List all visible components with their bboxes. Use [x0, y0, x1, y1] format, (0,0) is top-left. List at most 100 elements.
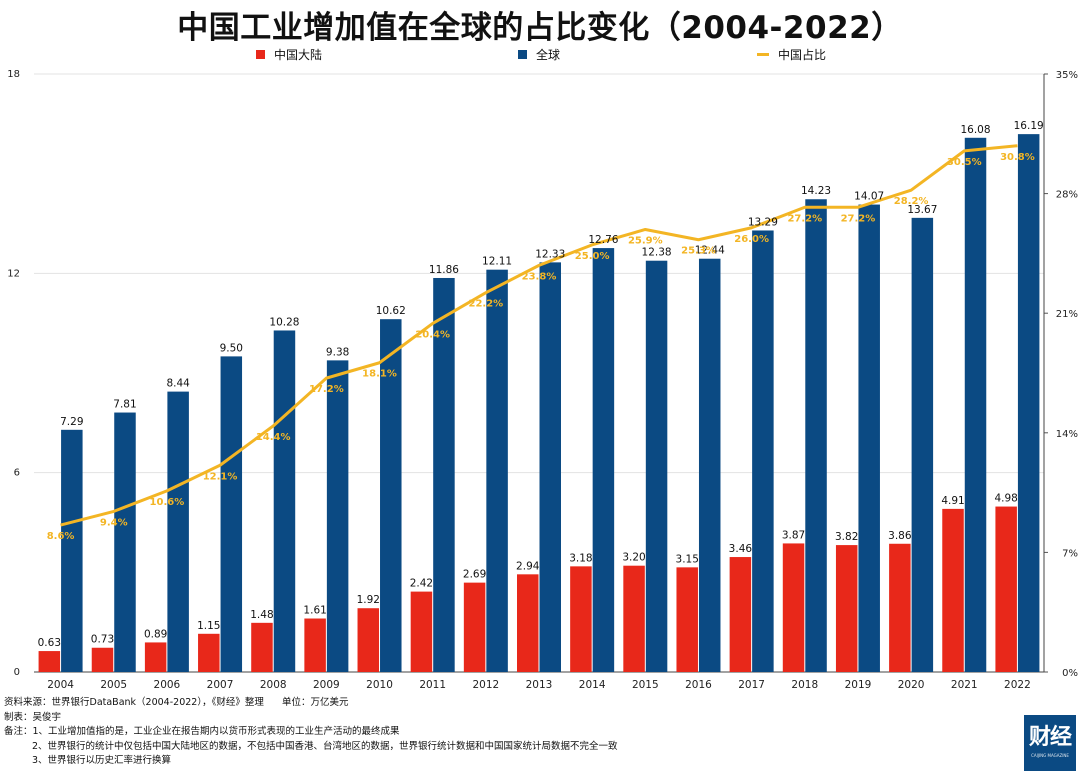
- x-tick-label: 2020: [898, 679, 925, 691]
- bars: [38, 134, 1040, 673]
- y-right-tick-label: 28%: [1056, 190, 1078, 201]
- bar-global: [273, 330, 296, 672]
- bar-label-global: 12.11: [482, 256, 512, 268]
- bar-china: [410, 591, 433, 672]
- bar-global: [858, 204, 880, 672]
- share-point-label: 17.2%: [309, 384, 344, 395]
- bar-china: [517, 574, 539, 672]
- x-tick-label: 2012: [472, 679, 499, 691]
- share-point-label: 30.8%: [1000, 152, 1035, 163]
- share-point-label: 27.2%: [841, 213, 876, 224]
- source-note: 资料来源：世界银行DataBank（2004-2022），《财经》整理 单位：万…: [4, 697, 349, 708]
- bar-global: [380, 319, 402, 672]
- legend-swatch-china: [256, 50, 265, 59]
- data-labels: 0.63 7.29 0.73 7.81 0.89 8.44 1.15 9.50 1.48 10.2…: [38, 120, 1044, 649]
- share-point-label: 22.2%: [468, 299, 503, 310]
- bar-label-china: 1.48: [250, 609, 273, 621]
- bar-global: [645, 260, 668, 672]
- bar-global: [964, 137, 987, 672]
- y-right-tick-label: 0%: [1062, 668, 1078, 679]
- legend-item-china: 中国大陆: [256, 46, 322, 63]
- bar-china: [995, 506, 1017, 672]
- share-point-label: 18.1%: [362, 369, 397, 380]
- bar-label-global: 12.33: [535, 248, 565, 260]
- bar-label-global: 12.38: [642, 247, 672, 259]
- bar-global: [167, 391, 189, 672]
- y-right-tick-label: 7%: [1062, 548, 1078, 559]
- x-tick-label: 2006: [154, 679, 181, 691]
- bar-label-china: 0.63: [38, 637, 61, 649]
- bar-global: [433, 277, 455, 672]
- bar-label-china: 3.18: [569, 552, 592, 564]
- bar-label-china: 4.91: [941, 495, 964, 507]
- y-right-tick-label: 35%: [1056, 70, 1078, 81]
- bar-label-global: 13.29: [748, 216, 778, 228]
- bar-global: [220, 356, 243, 672]
- x-tick-label: 2016: [685, 679, 712, 691]
- x-tick-label: 2017: [738, 679, 765, 691]
- bar-label-global: 14.23: [801, 185, 831, 197]
- bar-label-china: 0.73: [91, 634, 114, 646]
- share-point-label: 8.6%: [47, 531, 75, 542]
- x-tick-label: 2022: [1004, 679, 1031, 691]
- share-line: [60, 144, 1018, 527]
- chart-plot: 0 6 12 18 0% 7% 14% 21% 28% 35% 2004 2005 2006 2007 20…: [7, 69, 1078, 691]
- y-left-tick-label: 18: [7, 69, 20, 80]
- bar-china: [835, 545, 858, 672]
- bar-label-global: 7.29: [60, 416, 83, 428]
- logo-text: 财经: [1028, 725, 1072, 750]
- share-line-layer: [60, 144, 1018, 527]
- remark-note-1: 备注：1、工业增加值指的是，工业企业在报告期内以货币形式表现的工业生产活动的最终…: [4, 726, 400, 737]
- bar-global: [1017, 134, 1040, 673]
- bar-label-global: 10.62: [376, 305, 406, 317]
- legend-line-share: [757, 53, 769, 56]
- bar-label-china: 1.92: [357, 594, 380, 606]
- share-point-label: 28.2%: [894, 196, 929, 207]
- bar-label-global: 9.50: [220, 342, 243, 354]
- bar-global: [61, 429, 83, 672]
- x-tick-label: 2008: [260, 679, 287, 691]
- share-point-label: 26.0%: [734, 234, 769, 245]
- bar-label-global: 16.08: [960, 124, 990, 136]
- bar-global: [805, 199, 827, 672]
- y-right-tick-label: 21%: [1056, 309, 1078, 320]
- share-point-label: 25.3%: [681, 246, 716, 257]
- y-left-tick-label: 0: [14, 667, 20, 678]
- share-point-label: 25.9%: [628, 235, 663, 246]
- bar-label-china: 3.87: [782, 529, 805, 541]
- bar-china: [942, 508, 964, 672]
- share-point-label: 14.4%: [256, 432, 291, 443]
- bar-label-china: 3.20: [622, 552, 645, 564]
- bar-china: [676, 567, 698, 672]
- remark-note-2: 2、世界银行的统计中仅包括中国大陆地区的数据，不包括中国香港、台湾地区的数据，世…: [32, 740, 618, 752]
- legend-label-china: 中国大陆: [274, 48, 323, 62]
- bar-label-global: 9.38: [326, 346, 349, 358]
- share-point-label: 20.4%: [415, 329, 450, 340]
- bar-label-china: 3.46: [729, 543, 753, 555]
- x-tick-label: 2011: [419, 679, 446, 691]
- share-point-label: 27.2%: [787, 213, 822, 224]
- x-tick-label: 2005: [100, 679, 127, 691]
- bar-china: [463, 582, 486, 672]
- bar-china: [889, 543, 911, 672]
- bar-global: [539, 262, 561, 672]
- x-tick-label: 2015: [632, 679, 659, 691]
- bar-label-china: 3.86: [888, 530, 912, 542]
- bar-global: [698, 258, 721, 672]
- x-tick-label: 2007: [207, 679, 234, 691]
- legend-label-global: 全球: [536, 48, 561, 62]
- bar-label-global: 11.86: [429, 264, 459, 276]
- x-tick-label: 2018: [791, 679, 818, 691]
- remark-note-3: 3、世界银行以历史汇率进行换算: [32, 755, 172, 766]
- x-tick-label: 2021: [951, 679, 978, 691]
- x-tick-label: 2009: [313, 679, 340, 691]
- x-tick-label: 2013: [526, 679, 553, 691]
- bar-label-global: 13.67: [907, 204, 937, 216]
- x-tick-label: 2019: [845, 679, 872, 691]
- bar-label-global: 10.28: [269, 316, 299, 328]
- y-left-tick-label: 6: [14, 468, 20, 479]
- share-point-label: 12.1%: [203, 471, 238, 482]
- bar-global: [114, 412, 136, 672]
- y-left-tick-label: 12: [7, 268, 20, 279]
- chart-title: 中国工业增加值在全球的占比变化（2004-2022）: [177, 10, 903, 46]
